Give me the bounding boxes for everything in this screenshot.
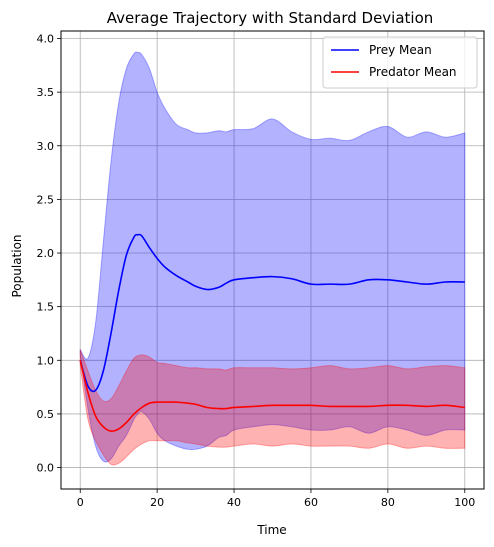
legend-box: [322, 36, 478, 89]
y-tick-label: 1.0: [37, 354, 55, 367]
legend-predator-label: Predator Mean: [369, 65, 457, 79]
legend-prey-label: Prey Mean: [369, 43, 432, 57]
x-tick-label: 0: [77, 496, 84, 509]
std-bands: [79, 51, 466, 466]
x-tick-label: 100: [454, 496, 475, 509]
legend: Prey Mean Predator Mean: [322, 36, 478, 89]
y-tick-label: 2.5: [37, 193, 55, 206]
y-tick-label: 3.5: [37, 86, 55, 99]
y-tick-label: 2.0: [37, 247, 55, 260]
mean-lines: [79, 233, 465, 432]
axis-ticks: 0 20 40 60 80 100 0.0 0.5 1.0 1.5 2.0 2.5 3.0 3.5 4.0: [37, 33, 476, 509]
prey-std-band: [79, 51, 466, 463]
x-tick-label: 20: [150, 496, 164, 509]
predator-std-band: [79, 349, 466, 466]
y-tick-label: 0.0: [37, 462, 55, 475]
x-tick-label: 80: [381, 496, 395, 509]
y-tick-label: 1.5: [37, 301, 55, 314]
x-axis-label: Time: [256, 523, 286, 537]
y-tick-label: 0.5: [37, 408, 55, 421]
y-axis-label: Population: [10, 234, 24, 297]
predator-mean-line: [79, 360, 465, 432]
plot-frame: [60, 30, 485, 490]
grid-lines: [61, 31, 484, 489]
y-tick-label: 3.0: [37, 140, 55, 153]
y-tick-label: 4.0: [37, 33, 55, 46]
x-tick-label: 60: [304, 496, 318, 509]
prey-mean-line: [79, 233, 465, 393]
x-tick-label: 40: [227, 496, 241, 509]
chart-title: Average Trajectory with Standard Deviati…: [107, 9, 434, 27]
